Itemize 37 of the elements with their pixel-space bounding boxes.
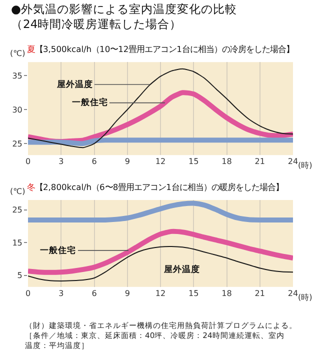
x-tick-label: 24	[288, 157, 298, 166]
x-tick-label: 15	[188, 157, 199, 166]
x-tick-label: 12	[155, 157, 166, 166]
x-tick-label: 3	[58, 288, 64, 298]
y-tick-label: 25	[12, 206, 22, 215]
line-series	[28, 246, 293, 282]
y-tick-label: 15	[12, 238, 22, 248]
y-axis-title: (℃)	[10, 49, 26, 58]
x-tick-label: 6	[92, 288, 97, 298]
x-tick-label: 21	[254, 288, 265, 298]
chart-subtitle: 冬【2,800kcal/h（6〜8畳用エアコン1台に相当）の暖房をした場合】	[27, 182, 284, 192]
y-axis-title: (℃)	[10, 187, 26, 196]
x-tick-label: 12	[155, 288, 166, 298]
x-tick-label: 18	[222, 157, 232, 166]
x-axis-title: (時)	[298, 293, 312, 302]
x-axis-title: (時)	[298, 161, 312, 170]
annotation: 屋外温度	[56, 79, 93, 90]
x-tick-label: 21	[254, 157, 265, 166]
chart-subtitle: 夏【3,500kcal/h（10〜12畳用エアコン1台に相当）の冷房をした場合】	[27, 44, 294, 54]
annotation: 一般住宅	[72, 97, 108, 108]
x-tick-label: 3	[58, 157, 64, 166]
y-tick-label: 5	[17, 271, 22, 280]
x-tick-label: 15	[188, 288, 199, 298]
x-tick-label: 0	[25, 157, 31, 166]
line-series	[28, 68, 293, 148]
annotation: 屋外温度	[163, 264, 200, 275]
x-tick-label: 9	[124, 157, 130, 166]
y-tick-label: 30	[12, 105, 22, 114]
x-tick-label: 6	[92, 157, 97, 166]
y-tick-label: 25	[12, 139, 22, 148]
chart-title: ●外気温の影響による室内温度変化の比較（24時間冷暖房運転した場合）	[11, 2, 238, 31]
annotation: 一般住宅	[40, 245, 76, 256]
x-tick-label: 18	[222, 288, 232, 298]
y-tick-label: 35	[12, 71, 22, 80]
x-tick-label: 24	[288, 288, 298, 298]
x-tick-label: 9	[124, 288, 130, 298]
x-tick-label: 0	[25, 288, 31, 298]
